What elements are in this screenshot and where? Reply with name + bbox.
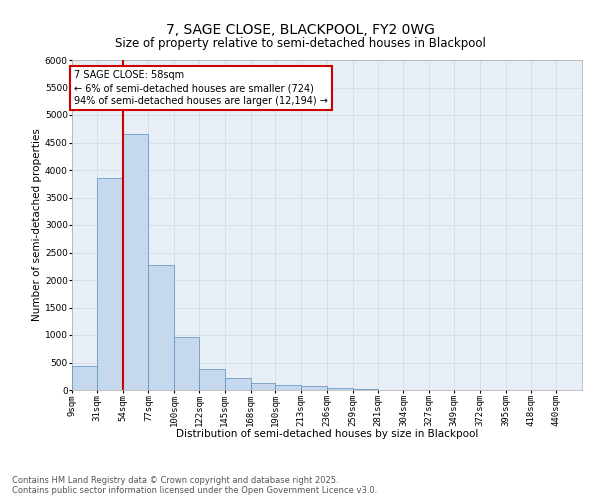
- Bar: [301, 386, 327, 390]
- Bar: [72, 366, 97, 390]
- Y-axis label: Number of semi-detached properties: Number of semi-detached properties: [32, 128, 42, 322]
- Bar: [275, 384, 301, 390]
- X-axis label: Distribution of semi-detached houses by size in Blackpool: Distribution of semi-detached houses by …: [176, 429, 478, 439]
- Bar: [122, 134, 148, 390]
- Bar: [251, 383, 275, 390]
- Text: 7, SAGE CLOSE, BLACKPOOL, FY2 0WG: 7, SAGE CLOSE, BLACKPOOL, FY2 0WG: [166, 22, 434, 36]
- Bar: [327, 388, 353, 390]
- Text: Size of property relative to semi-detached houses in Blackpool: Size of property relative to semi-detach…: [115, 38, 485, 51]
- Bar: [148, 265, 174, 390]
- Text: 7 SAGE CLOSE: 58sqm
← 6% of semi-detached houses are smaller (724)
94% of semi-d: 7 SAGE CLOSE: 58sqm ← 6% of semi-detache…: [74, 70, 328, 106]
- Bar: [199, 368, 225, 390]
- Bar: [225, 378, 251, 390]
- Bar: [174, 337, 199, 390]
- Bar: [97, 178, 122, 390]
- Text: Contains HM Land Registry data © Crown copyright and database right 2025.
Contai: Contains HM Land Registry data © Crown c…: [12, 476, 377, 495]
- Bar: [353, 389, 377, 390]
